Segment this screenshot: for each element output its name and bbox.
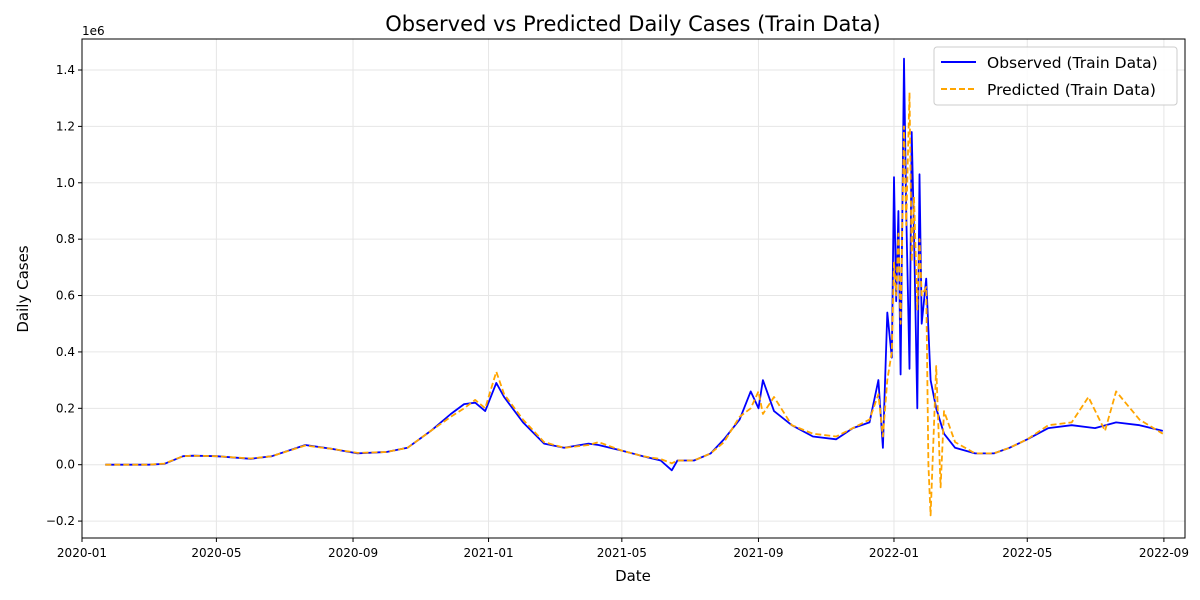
x-tick-label: 2020-09 [328, 546, 378, 560]
x-tick-label: 2020-01 [57, 546, 107, 560]
x-tick-label: 2022-09 [1139, 546, 1189, 560]
y-tick-label: 0.6 [56, 289, 75, 303]
chart-title: Observed vs Predicted Daily Cases (Train… [385, 12, 880, 36]
y-tick-label: 0.2 [56, 401, 75, 415]
y-tick-label: 1.4 [56, 63, 75, 77]
x-tick-label: 2020-05 [191, 546, 241, 560]
x-axis-label: Date [615, 567, 651, 585]
series-lines [105, 57, 1164, 517]
y-tick-label: −0.2 [46, 514, 75, 528]
y-tick-label: 1.0 [56, 176, 75, 190]
x-tick-label: 2022-01 [869, 546, 919, 560]
x-tick-label: 2022-05 [1002, 546, 1052, 560]
y-axis-offset-label: 1e6 [82, 24, 105, 38]
x-tick-label: 2021-09 [733, 546, 783, 560]
plot-area-frame [81, 38, 1186, 539]
y-tick-label: 0.8 [56, 232, 75, 246]
legend-predicted-label: Predicted (Train Data) [987, 81, 1156, 99]
legend-box [933, 46, 1178, 106]
axis-ticks: 2020-01 2020-05 2020-09 2021-01 2021-05 2021-… [46, 63, 1189, 560]
y-axis-label: Daily Cases [14, 245, 32, 332]
grid-lines [81, 39, 1185, 538]
x-tick-label: 2021-05 [597, 546, 647, 560]
y-tick-label: 0.4 [56, 345, 75, 359]
legend: Observed (Train Data) Predicted (Train D… [933, 46, 1178, 106]
x-tick-label: 2021-01 [463, 546, 513, 560]
y-tick-label: 0.0 [56, 458, 75, 472]
y-tick-label: 1.2 [56, 119, 75, 133]
legend-observed-label: Observed (Train Data) [987, 54, 1158, 72]
predicted-series-line [105, 91, 1164, 517]
